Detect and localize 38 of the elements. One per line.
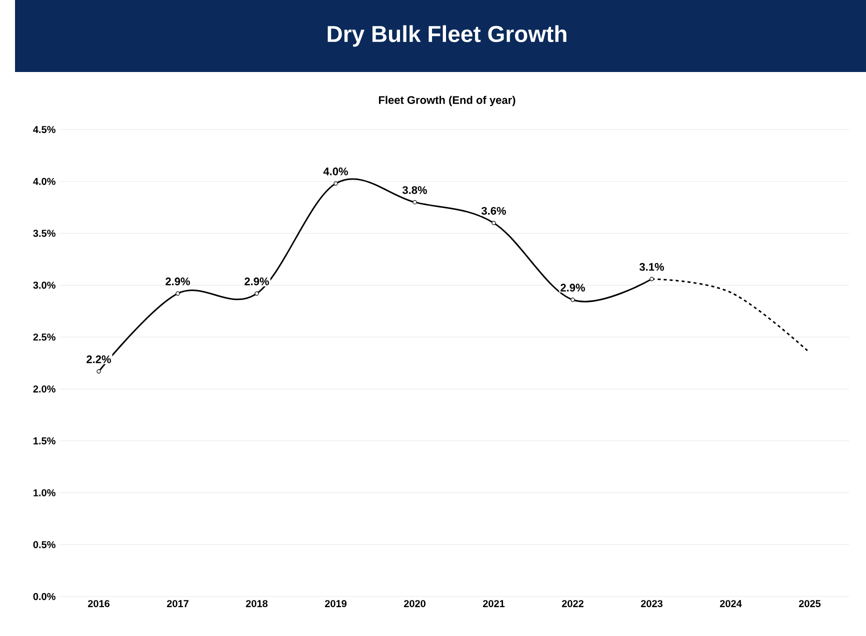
data-label: 3.6% [481, 206, 506, 215]
data-label: 2.2% [86, 355, 111, 364]
y-tick-label: 1.5% [34, 437, 56, 444]
x-tick-label: 2022 [562, 600, 584, 608]
data-label: 3.8% [402, 186, 427, 194]
y-tick-label: 2.0% [33, 385, 56, 393]
chart-title: Dry Bulk Fleet Growth [328, 25, 566, 47]
y-tick-label: 4.0% [33, 178, 56, 185]
y-tick-label: 1.0% [34, 489, 56, 496]
point [570, 298, 575, 302]
x-tick-label: 2024 [720, 600, 742, 608]
x-tick-label: 2018 [246, 600, 268, 608]
point [492, 220, 496, 226]
data-label: 4.0% [323, 168, 348, 176]
x-tick-label: 2016 [88, 600, 110, 608]
y-tick-label: 3.5% [33, 230, 56, 237]
data-label: 2.9% [244, 278, 269, 286]
data-label: 3.1% [639, 263, 664, 271]
x-tick-label: 2021 [482, 600, 505, 608]
point [96, 369, 101, 374]
x-tick-label: 2020 [404, 600, 426, 608]
point [176, 291, 180, 296]
y-tick-label: 2.5% [33, 334, 56, 341]
chart-subtitle: Fleet Growth (End of year) [378, 96, 516, 106]
x-tick-label: 2025 [798, 600, 821, 608]
point [412, 200, 417, 204]
data-label: 2.9% [560, 284, 585, 292]
y-tick-label: 0.5% [33, 541, 56, 548]
y-tick-label: 3.0% [33, 282, 56, 289]
x-tick-label: 2017 [166, 600, 188, 608]
x-tick-label: 2023 [640, 600, 663, 608]
point [650, 276, 654, 282]
point [334, 181, 338, 186]
y-tick-label: 4.5% [33, 126, 56, 134]
point [254, 291, 259, 296]
data-label: 2.9% [166, 278, 190, 286]
y-tick-label: 0.0% [33, 593, 56, 600]
x-tick-label: 2019 [324, 600, 347, 608]
